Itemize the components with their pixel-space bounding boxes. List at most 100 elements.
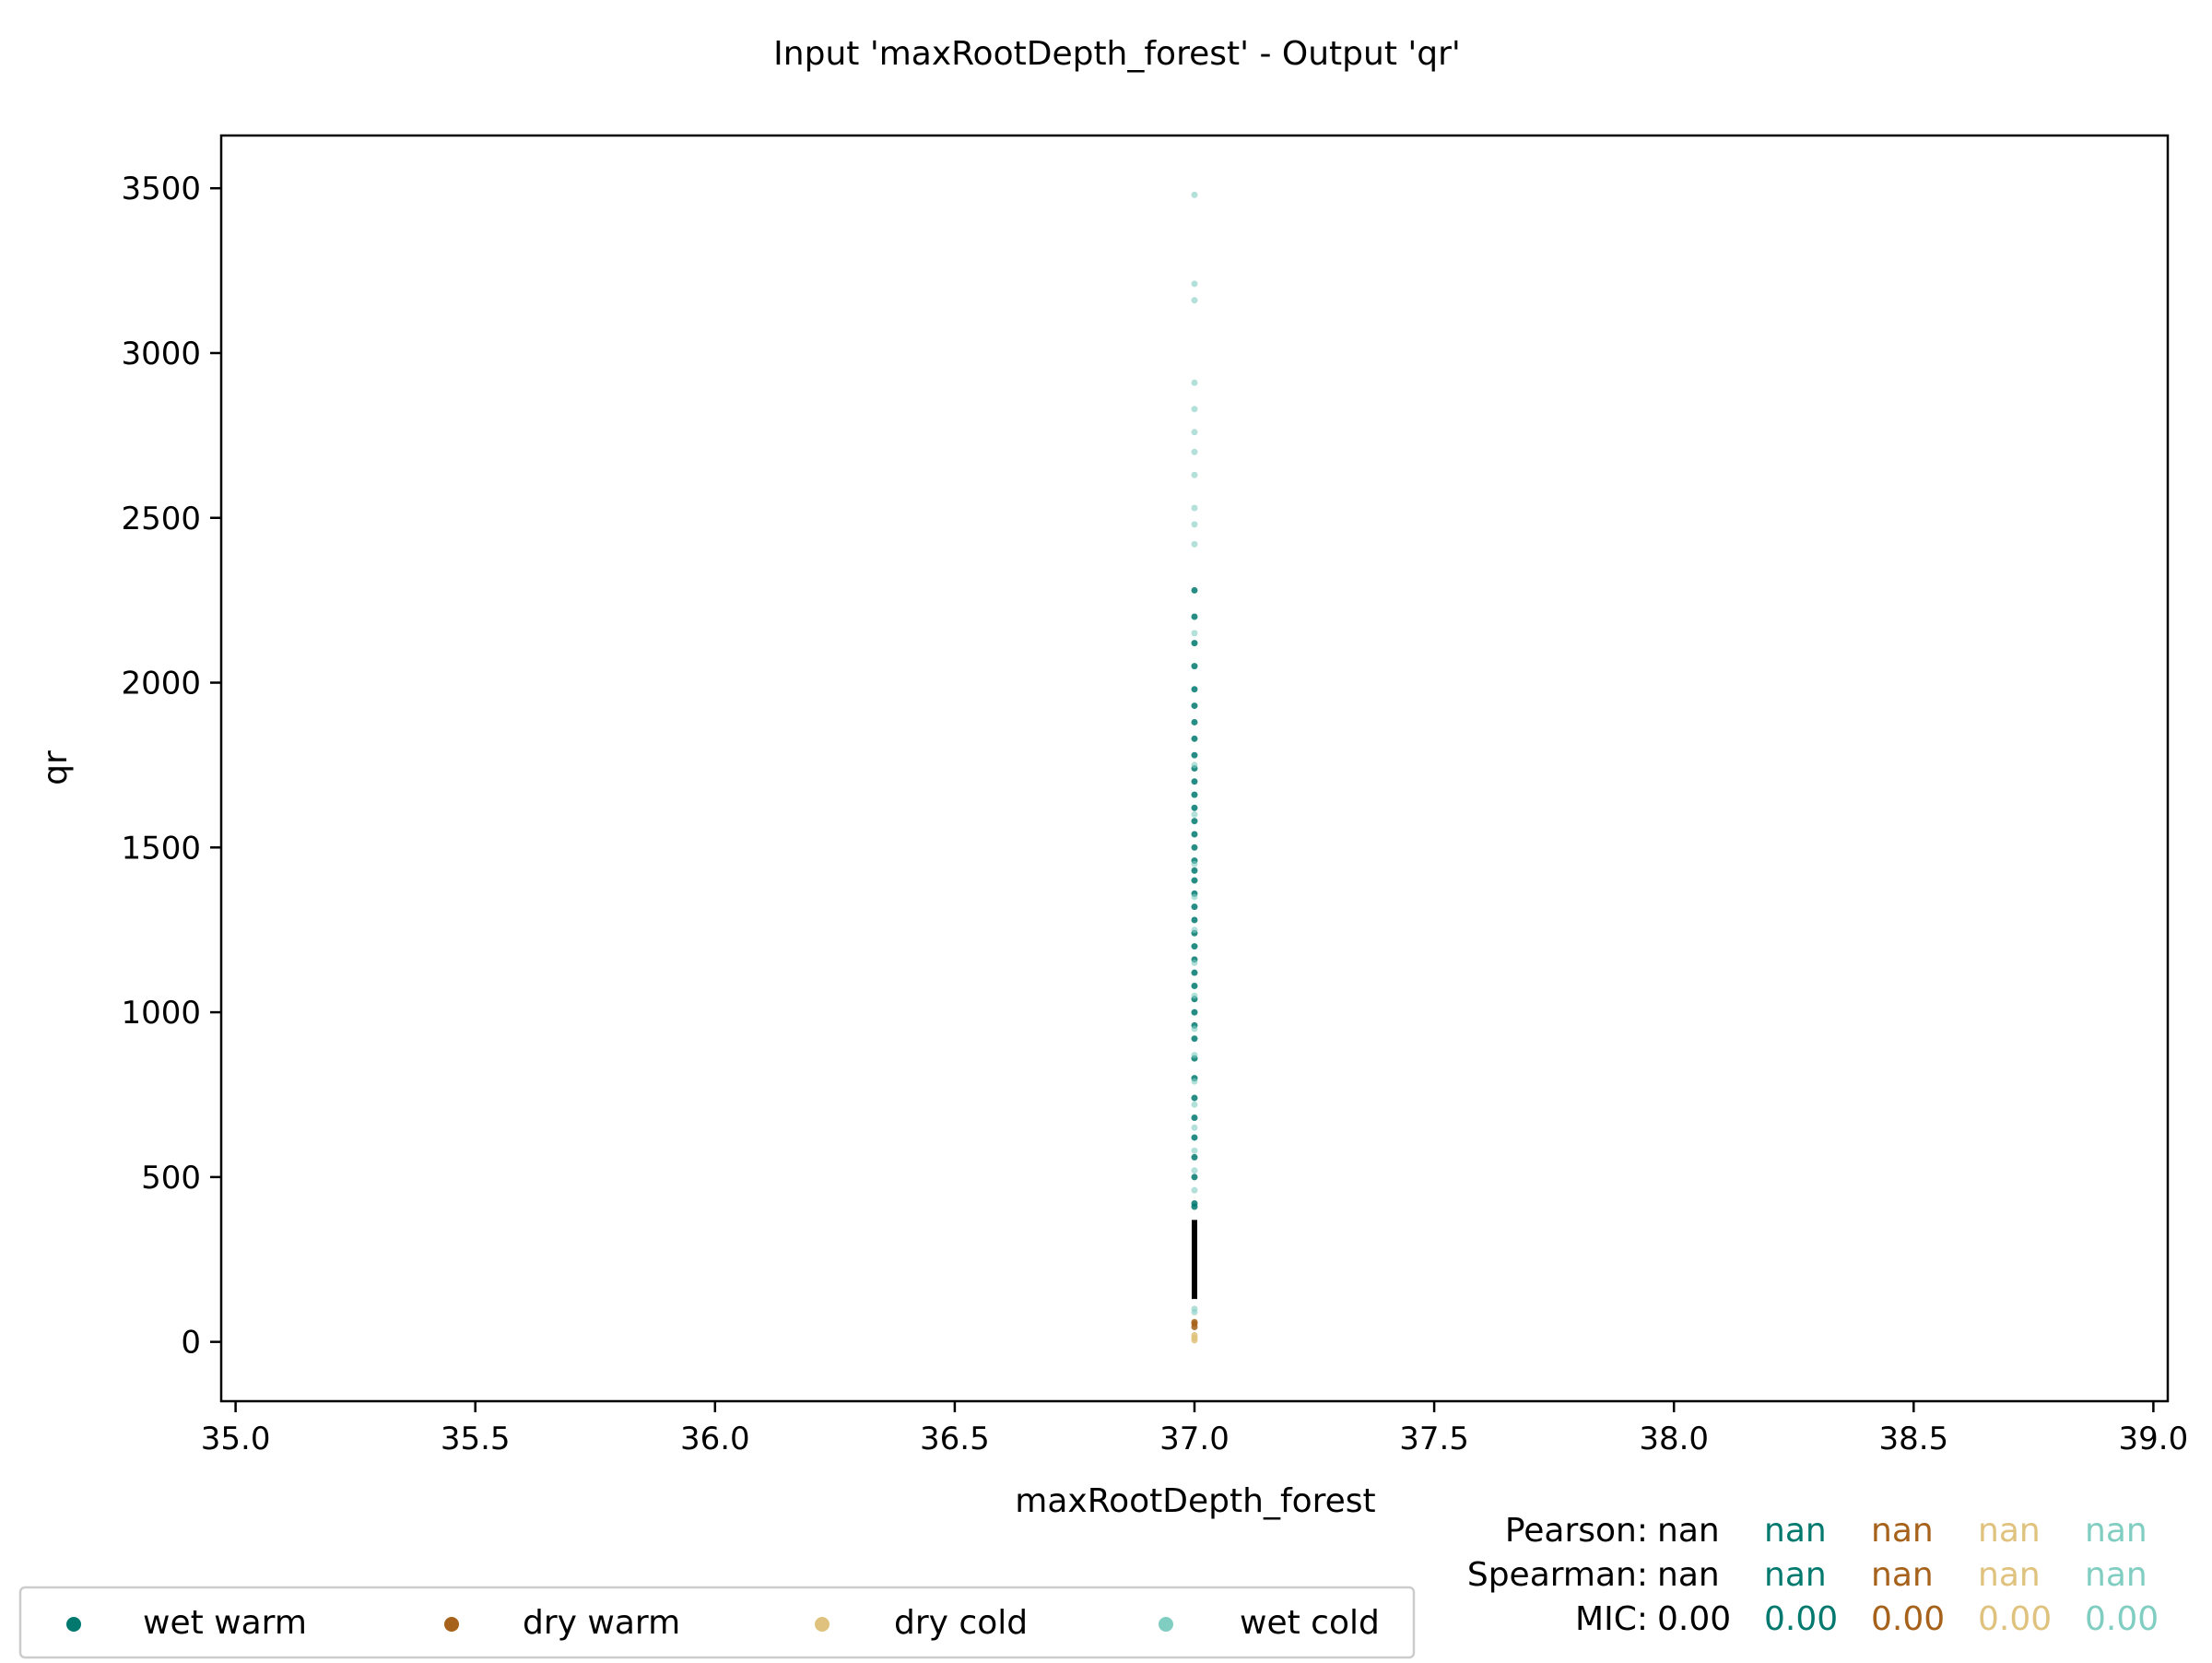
data-point [1191, 761, 1198, 769]
data-point [1191, 831, 1198, 838]
data-point [1191, 1052, 1198, 1059]
data-point [1191, 926, 1198, 934]
data-point [1191, 686, 1198, 693]
data-point [1191, 818, 1198, 825]
data-point [1191, 1331, 1198, 1339]
data-point [1191, 640, 1198, 647]
data-point [1191, 191, 1198, 198]
data-point [1191, 1167, 1198, 1174]
y-axis: 0 500 1000 1500 2000 2500 3000 3500 [121, 171, 221, 1362]
data-point [1191, 702, 1198, 710]
data-point [1191, 1025, 1198, 1032]
y-tick-label: 2500 [121, 501, 201, 537]
data-point [1191, 1008, 1198, 1016]
data-point [1191, 903, 1198, 911]
stats-value: 0.00 [1871, 1600, 1945, 1638]
y-tick-label: 1500 [121, 830, 201, 867]
plot-area [1191, 191, 1198, 1344]
data-point [1191, 448, 1198, 455]
stats-value: nan [1764, 1556, 1827, 1594]
data-point [1191, 297, 1198, 304]
x-tick-label: 39.0 [2119, 1421, 2189, 1457]
x-axis: 35.0 35.5 36.0 36.5 37.0 37.5 38.0 38.5 39.0 [201, 1401, 2188, 1457]
x-tick-label: 36.5 [920, 1421, 990, 1457]
x-tick-label: 37.0 [1159, 1421, 1230, 1457]
y-tick-label: 500 [141, 1160, 201, 1197]
data-point [1191, 521, 1198, 528]
data-point [1191, 718, 1198, 725]
data-point [1191, 877, 1198, 884]
data-point [1191, 791, 1198, 798]
data-point [1191, 1078, 1198, 1085]
legend-frame [18, 1586, 1416, 1659]
data-point [1191, 735, 1198, 742]
y-tick-label: 1000 [121, 995, 201, 1032]
stats-value: 0.00 [1978, 1600, 2052, 1638]
data-point [1191, 280, 1198, 288]
stats-value: nan [1657, 1512, 1720, 1550]
data-point [1191, 1318, 1198, 1326]
stats-value: nan [1657, 1556, 1720, 1594]
y-tick-label: 0 [181, 1325, 201, 1362]
data-point [1191, 843, 1198, 851]
data-point [1191, 1305, 1198, 1313]
data-point [1191, 1115, 1198, 1122]
legend: wet warm dry warm dry cold wet cold [18, 1586, 1416, 1659]
y-axis-label: qr [37, 750, 75, 785]
chart-title: Input 'maxRootDepth_forest' - Output 'qr… [773, 35, 1461, 73]
y-tick-label: 3000 [121, 336, 201, 372]
data-point [1191, 959, 1198, 966]
x-axis-label: maxRootDepth_forest [1015, 1482, 1375, 1520]
data-point [1191, 586, 1198, 594]
legend-label: wet cold [1240, 1604, 1380, 1642]
data-point [1191, 1094, 1198, 1102]
legend-label: dry cold [894, 1604, 1028, 1642]
x-tick-label: 38.0 [1639, 1421, 1709, 1457]
data-point [1191, 1035, 1198, 1043]
data-point [1191, 504, 1198, 512]
data-point [1191, 471, 1198, 478]
stats-row-label: Spearman: [1467, 1556, 1648, 1594]
data-point [1191, 1153, 1198, 1161]
x-tick-label: 38.5 [1878, 1421, 1948, 1457]
data-point [1191, 429, 1198, 436]
data-point [1191, 1199, 1198, 1207]
data-point [1191, 916, 1198, 924]
data-point [1191, 1147, 1198, 1154]
data-point [1191, 943, 1198, 950]
stats-value: 0.00 [2085, 1600, 2159, 1638]
data-point [1191, 1124, 1198, 1131]
data-point [1191, 778, 1198, 785]
data-point [1191, 992, 1198, 999]
stats-value: nan [1871, 1556, 1934, 1594]
data-point [1191, 613, 1198, 620]
data-point [1191, 893, 1198, 901]
stats-row-label: Pearson: [1505, 1512, 1648, 1550]
data-point [1191, 969, 1198, 976]
data-point [1191, 982, 1198, 989]
x-tick-label: 37.5 [1399, 1421, 1469, 1457]
x-tick-label: 35.0 [201, 1421, 271, 1457]
data-point [1191, 804, 1198, 811]
data-point [1191, 751, 1198, 759]
data-point [1191, 1134, 1198, 1141]
stats-value: 0.00 [1657, 1600, 1731, 1638]
x-tick-label: 36.0 [680, 1421, 750, 1457]
stats-value: nan [2085, 1556, 2147, 1594]
data-point [1191, 379, 1198, 386]
stats-value: nan [1764, 1512, 1827, 1550]
legend-label: dry warm [523, 1604, 680, 1642]
data-point [1191, 860, 1198, 867]
data-point [1191, 1101, 1198, 1108]
x-tick-label: 35.5 [441, 1421, 511, 1457]
stats-row-label: MIC: [1575, 1600, 1648, 1638]
y-tick-label: 2000 [121, 666, 201, 702]
legend-marker [815, 1617, 830, 1632]
data-point [1191, 630, 1198, 637]
data-point [1191, 406, 1198, 413]
data-point [1191, 867, 1198, 874]
data-point [1191, 663, 1198, 670]
data-point [1191, 1174, 1198, 1181]
